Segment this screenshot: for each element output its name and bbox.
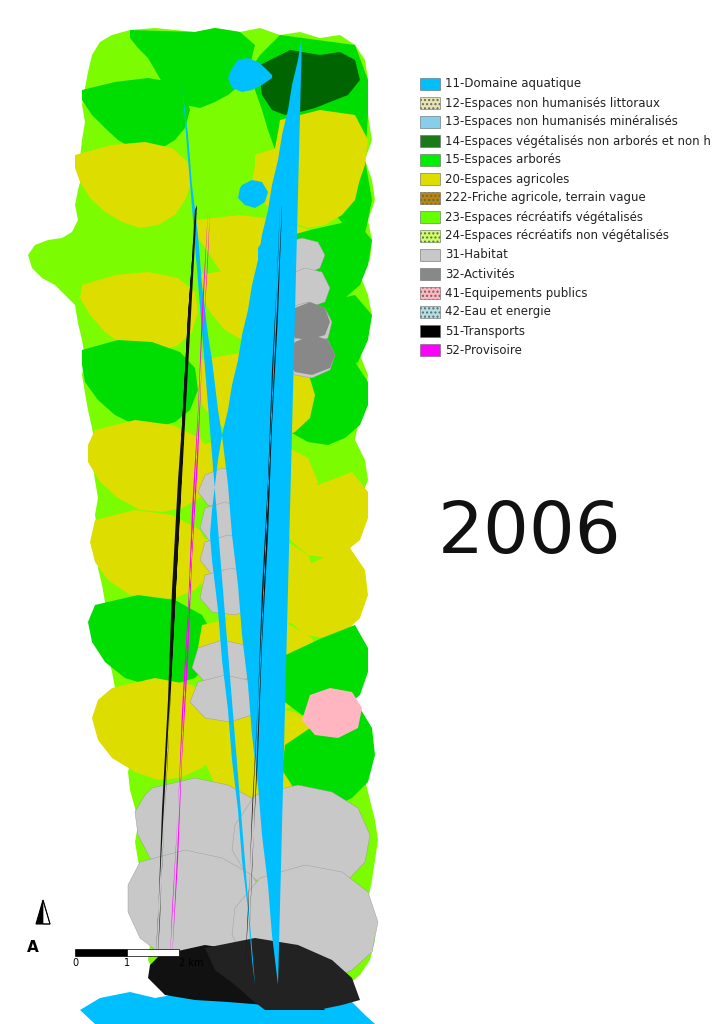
Polygon shape	[88, 420, 215, 512]
Polygon shape	[36, 900, 43, 924]
Bar	[420, 325, 440, 337]
Polygon shape	[195, 215, 325, 295]
Text: 41-Equipements publics: 41-Equipements publics	[445, 287, 587, 299]
Polygon shape	[302, 688, 362, 738]
Polygon shape	[245, 205, 282, 970]
Polygon shape	[75, 142, 192, 228]
Polygon shape	[198, 435, 318, 530]
Polygon shape	[155, 205, 197, 970]
Polygon shape	[190, 675, 258, 722]
Polygon shape	[135, 778, 268, 882]
Bar	[420, 344, 440, 356]
Polygon shape	[170, 210, 210, 961]
Polygon shape	[238, 180, 268, 208]
Polygon shape	[148, 945, 325, 1010]
Polygon shape	[278, 548, 368, 638]
Bar	[127, 949, 179, 956]
Polygon shape	[200, 568, 262, 615]
Bar	[420, 211, 440, 223]
Text: 14-Espaces végétalisés non arborés et non h: 14-Espaces végétalisés non arborés et no…	[445, 134, 711, 147]
Polygon shape	[88, 595, 215, 685]
Bar	[420, 116, 440, 128]
Text: 31-Habitat: 31-Habitat	[445, 249, 508, 261]
Polygon shape	[200, 535, 258, 578]
Text: 222-Friche agricole, terrain vague: 222-Friche agricole, terrain vague	[445, 191, 646, 205]
Polygon shape	[92, 678, 225, 780]
Text: A: A	[27, 939, 39, 954]
Polygon shape	[198, 530, 318, 630]
Bar	[420, 154, 440, 166]
Polygon shape	[280, 472, 368, 558]
Polygon shape	[198, 352, 315, 442]
Polygon shape	[282, 238, 325, 275]
Polygon shape	[198, 468, 248, 508]
Polygon shape	[285, 302, 330, 340]
Text: 23-Espaces récréatifs végétalisés: 23-Espaces récréatifs végétalisés	[445, 211, 643, 223]
Polygon shape	[90, 510, 212, 600]
Bar	[420, 268, 440, 280]
Polygon shape	[282, 705, 375, 808]
Polygon shape	[198, 615, 322, 712]
Text: 2 km: 2 km	[179, 958, 203, 968]
Polygon shape	[200, 502, 250, 545]
Polygon shape	[232, 785, 370, 895]
Polygon shape	[272, 362, 368, 445]
Polygon shape	[262, 220, 372, 308]
Text: 2006: 2006	[438, 500, 622, 568]
Text: 32-Activités: 32-Activités	[445, 267, 515, 281]
Polygon shape	[80, 982, 370, 1024]
Polygon shape	[128, 850, 268, 962]
Polygon shape	[250, 35, 372, 255]
Polygon shape	[272, 625, 368, 718]
Text: 11-Domaine aquatique: 11-Domaine aquatique	[445, 78, 581, 90]
Bar	[420, 287, 440, 299]
Bar	[420, 78, 440, 90]
Text: 24-Espaces récréatifs non végétalisés: 24-Espaces récréatifs non végétalisés	[445, 229, 669, 243]
Text: 52-Provisoire: 52-Provisoire	[445, 343, 522, 356]
Polygon shape	[43, 900, 50, 924]
Polygon shape	[82, 340, 198, 428]
Text: 42-Eau et energie: 42-Eau et energie	[445, 305, 551, 318]
Polygon shape	[28, 28, 378, 1010]
Polygon shape	[252, 145, 360, 228]
Text: 15-Espaces arborés: 15-Espaces arborés	[445, 154, 561, 167]
Text: 1: 1	[124, 958, 130, 968]
Polygon shape	[282, 302, 332, 345]
Polygon shape	[192, 640, 255, 685]
Bar	[420, 306, 440, 318]
Polygon shape	[205, 938, 360, 1010]
Bar	[420, 97, 440, 109]
Text: 20-Espaces agricoles: 20-Espaces agricoles	[445, 172, 569, 185]
Bar	[420, 135, 440, 147]
Polygon shape	[275, 110, 368, 193]
Polygon shape	[268, 295, 372, 378]
Text: 51-Transports: 51-Transports	[445, 325, 525, 338]
Polygon shape	[260, 50, 360, 115]
Polygon shape	[155, 970, 375, 1024]
Bar	[420, 230, 440, 242]
Polygon shape	[282, 268, 330, 308]
Polygon shape	[232, 865, 378, 985]
Polygon shape	[282, 335, 335, 378]
Polygon shape	[178, 35, 302, 985]
Bar	[75, 949, 127, 956]
Polygon shape	[82, 78, 190, 152]
Text: 12-Espaces non humanisés littoraux: 12-Espaces non humanisés littoraux	[445, 96, 660, 110]
Bar	[420, 173, 440, 185]
Polygon shape	[285, 335, 335, 375]
Bar	[420, 249, 440, 261]
Polygon shape	[200, 268, 312, 345]
Polygon shape	[130, 28, 255, 108]
Polygon shape	[80, 272, 198, 352]
Text: 0: 0	[72, 958, 78, 968]
Text: 13-Espaces non humanisés minéralisés: 13-Espaces non humanisés minéralisés	[445, 116, 678, 128]
Polygon shape	[258, 238, 288, 272]
Polygon shape	[228, 58, 272, 92]
Bar	[420, 193, 440, 204]
Polygon shape	[205, 705, 332, 810]
